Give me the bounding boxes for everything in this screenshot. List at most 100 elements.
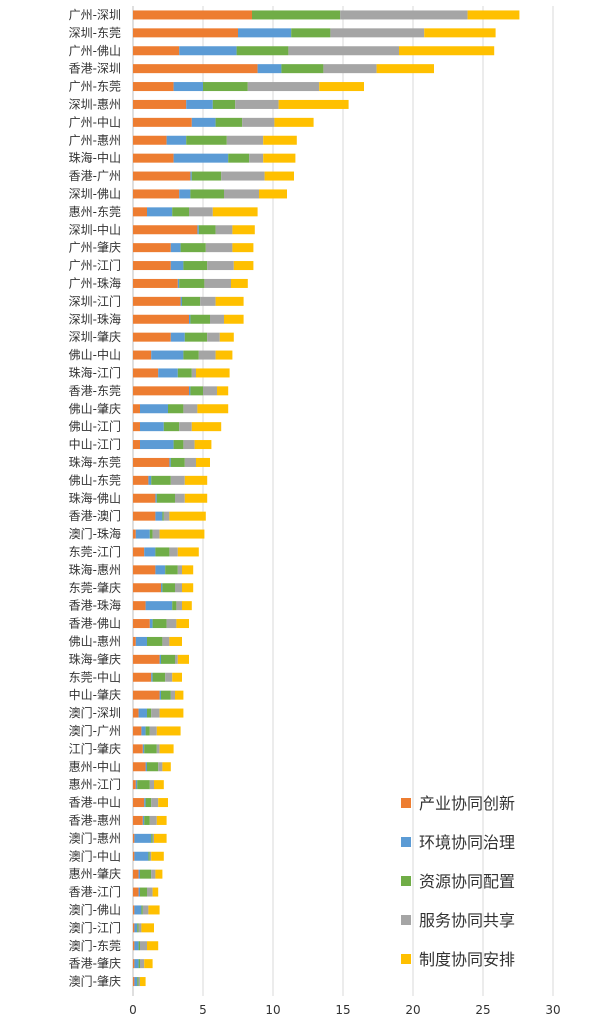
bar-segment (134, 977, 138, 987)
category-label: 珠海-中山 (69, 150, 121, 165)
category-label: 澳门-中山 (69, 848, 121, 863)
bar-segment (149, 619, 153, 629)
bar-segment (149, 851, 152, 861)
bar-segment (169, 511, 206, 521)
bar-segment (133, 601, 146, 611)
category-label: 广州-深圳 (69, 8, 121, 22)
category-label: 佛山-中山 (69, 347, 121, 362)
bar-segment (152, 619, 167, 629)
bar-segment (159, 690, 161, 700)
bar-segment (134, 923, 138, 933)
bar-segment (203, 82, 248, 92)
bar-segment (177, 368, 192, 378)
category-label: 珠海-惠州 (69, 562, 121, 577)
category-label: 澳门-江门 (69, 920, 121, 935)
bar-segment (133, 815, 143, 825)
bar-segment (189, 207, 213, 217)
bar-segment (173, 82, 203, 92)
bar-segment (170, 243, 181, 253)
category-label: 香港-中山 (69, 795, 121, 810)
bar-segment (149, 815, 157, 825)
bar-segment (204, 278, 231, 288)
bar-segment (172, 207, 189, 217)
bar-segment (138, 977, 140, 987)
bar-segment (155, 565, 166, 575)
bar-segment (133, 941, 135, 951)
bar-segment (177, 565, 182, 575)
bar-segment (319, 82, 364, 92)
bar-segment (179, 278, 205, 288)
bar-segment (145, 726, 150, 736)
legend-label: 产业协同创新 (419, 794, 515, 813)
legend-label: 制度协同安排 (419, 950, 515, 969)
bar-segment (191, 117, 216, 127)
category-label: 东莞-肇庆 (69, 580, 121, 595)
x-axis-ticks: 0 5 10 15 20 25 30 (129, 1003, 560, 1017)
bar-segment (183, 350, 199, 360)
bar-segment (399, 46, 495, 56)
category-label: 深圳-江门 (69, 293, 121, 308)
bar-segment (173, 153, 229, 163)
bar-segment (133, 511, 156, 521)
category-labels: 广州-深圳深圳-东莞广州-佛山香港-深圳广州-东莞深圳-惠州广州-中山广州-惠州… (69, 8, 121, 989)
category-label: 东莞-中山 (69, 669, 121, 684)
bar-segment (133, 278, 178, 288)
bar-segment (162, 511, 164, 521)
bar-segment (236, 46, 289, 56)
bar-segment (152, 887, 159, 897)
bar-segment (170, 261, 184, 271)
bar-segment (159, 708, 184, 718)
category-label: 中山-江门 (69, 437, 121, 452)
bar-segment (233, 261, 254, 271)
bar-segment (196, 457, 210, 467)
bar-segment (278, 99, 349, 109)
bar-segment (163, 422, 180, 432)
bar-segment (215, 225, 233, 235)
bar-segment (151, 833, 153, 843)
bar-segment (133, 171, 191, 181)
bar-segment (151, 350, 184, 360)
bar-segment (137, 780, 150, 790)
bar-segment (145, 798, 152, 808)
category-label: 香港-深圳 (69, 62, 121, 76)
bar-segment (133, 977, 135, 987)
category-label: 佛山-东莞 (69, 473, 121, 487)
bar-segment (147, 762, 159, 772)
bar-segment (133, 851, 135, 861)
bar-segment (376, 64, 434, 74)
bar-segment (291, 28, 331, 38)
bar-segment (288, 46, 399, 56)
bar-segment (152, 833, 154, 843)
category-label: 珠海-东莞 (69, 454, 121, 469)
bar-segment (191, 422, 222, 432)
bar-segment (467, 10, 520, 20)
bar-segment (163, 511, 170, 521)
bar-segment (205, 243, 233, 253)
bar-segment (147, 887, 153, 897)
bar-segment (323, 64, 377, 74)
bar-segment (176, 601, 182, 611)
bar-segment (166, 135, 187, 145)
bar-segment (257, 64, 282, 74)
bar-segment (147, 636, 163, 646)
bar-segment (133, 619, 150, 629)
bar-segment (133, 207, 147, 217)
bars-layer (133, 10, 520, 987)
bar-segment (182, 296, 201, 306)
bar-segment (133, 798, 145, 808)
bar-segment (133, 493, 156, 503)
bar-segment (159, 744, 174, 754)
category-label: 香港-澳门 (69, 508, 121, 523)
bar-segment (133, 386, 189, 396)
bar-segment (189, 314, 191, 324)
bar-segment (142, 905, 149, 915)
category-label: 珠海-江门 (69, 365, 121, 380)
bar-segment (133, 869, 139, 879)
category-label: 澳门-深圳 (69, 705, 121, 720)
bar-segment (155, 511, 163, 521)
bar-segment (191, 368, 196, 378)
bar-segment (190, 314, 210, 324)
category-label: 佛山-惠州 (69, 634, 121, 648)
bar-segment (133, 225, 198, 235)
bar-segment (210, 314, 224, 324)
